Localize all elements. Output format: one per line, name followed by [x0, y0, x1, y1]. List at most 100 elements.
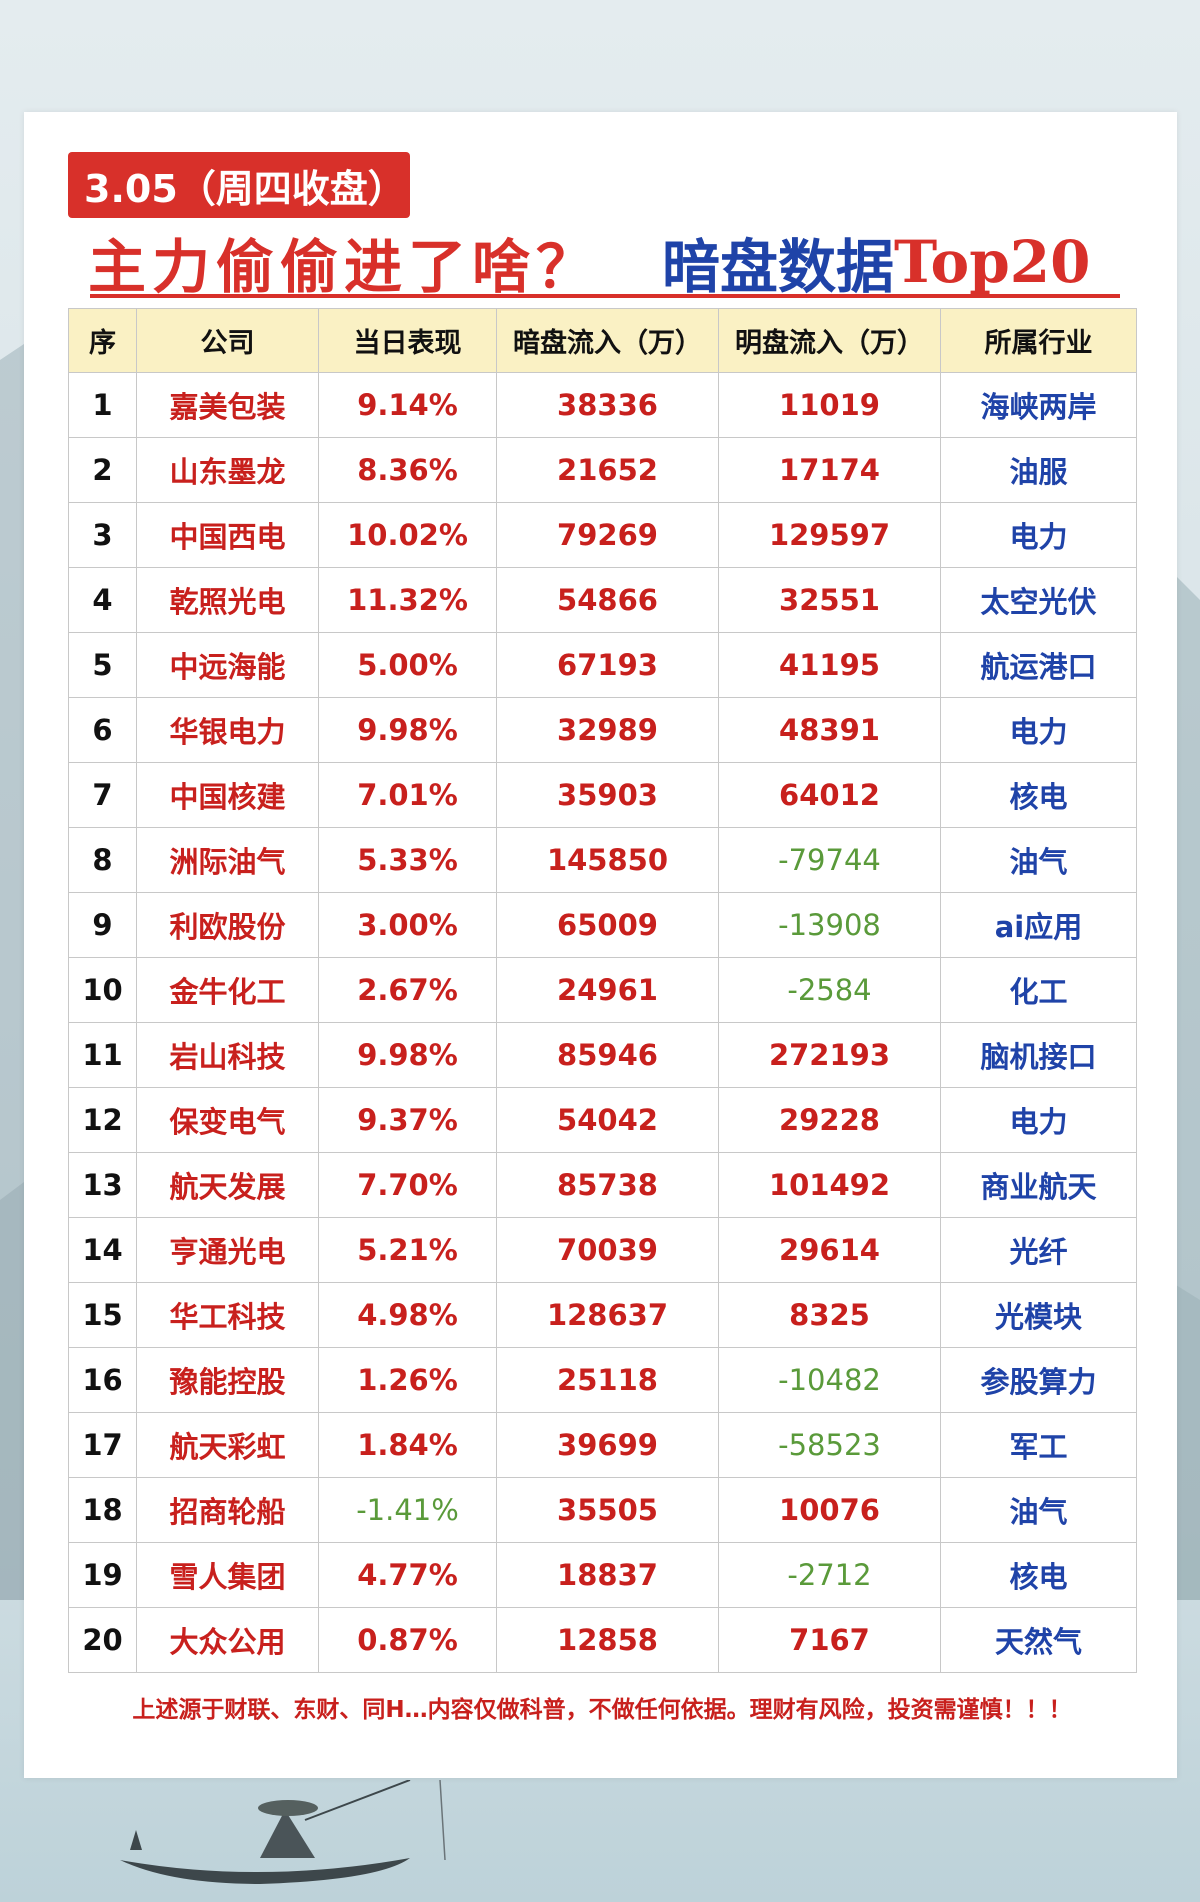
- row-industry: 参股算力: [940, 1347, 1137, 1413]
- row-company: 保变电气: [136, 1087, 319, 1153]
- row-industry: ai应用: [940, 892, 1137, 958]
- headline: 主力偷偷进了啥？ 暗盘数据 Top20: [88, 226, 1123, 301]
- row-index: 15: [68, 1282, 137, 1348]
- row-company: 华银电力: [136, 697, 319, 763]
- row-performance: 11.32%: [318, 567, 497, 633]
- row-index: 4: [68, 567, 137, 633]
- row-company: 招商轮船: [136, 1477, 319, 1543]
- row-industry: 太空光伏: [940, 567, 1137, 633]
- row-performance: 9.37%: [318, 1087, 497, 1153]
- row-lit-inflow: -13908: [718, 892, 941, 958]
- header-dark-inflow: 暗盘流入（万）: [496, 308, 719, 373]
- row-industry: 油气: [940, 1477, 1137, 1543]
- header-company: 公司: [136, 308, 319, 373]
- row-industry: 核电: [940, 762, 1137, 828]
- headline-underline: [90, 294, 1120, 298]
- row-lit-inflow: -2584: [718, 957, 941, 1023]
- row-industry: 脑机接口: [940, 1022, 1137, 1088]
- row-performance: 8.36%: [318, 437, 497, 503]
- table-row: 5 中远海能 5.00% 67193 41195 航运港口: [68, 632, 1137, 698]
- row-company: 金牛化工: [136, 957, 319, 1023]
- row-index: 11: [68, 1022, 137, 1088]
- table-row: 13 航天发展 7.70% 85738 101492 商业航天: [68, 1152, 1137, 1218]
- table-row: 16 豫能控股 1.26% 25118 -10482 参股算力: [68, 1347, 1137, 1413]
- headline-part1: 主力偷偷进了啥？: [88, 233, 601, 301]
- row-performance: 1.26%: [318, 1347, 497, 1413]
- row-industry: 核电: [940, 1542, 1137, 1608]
- headline-part2: 暗盘数据: [662, 233, 895, 301]
- row-company: 中国核建: [136, 762, 319, 828]
- header-lit-inflow: 明盘流入（万）: [718, 308, 941, 373]
- row-company: 嘉美包装: [136, 372, 319, 438]
- row-performance: 2.67%: [318, 957, 497, 1023]
- row-dark-inflow: 85946: [496, 1022, 719, 1088]
- row-industry: 电力: [940, 697, 1137, 763]
- table-row: 3 中国西电 10.02% 79269 129597 电力: [68, 502, 1137, 568]
- row-index: 20: [68, 1607, 137, 1673]
- row-dark-inflow: 35903: [496, 762, 719, 828]
- row-index: 9: [68, 892, 137, 958]
- row-index: 18: [68, 1477, 137, 1543]
- row-performance: 4.77%: [318, 1542, 497, 1608]
- row-dark-inflow: 65009: [496, 892, 719, 958]
- row-index: 6: [68, 697, 137, 763]
- row-dark-inflow: 85738: [496, 1152, 719, 1218]
- row-lit-inflow: -58523: [718, 1412, 941, 1478]
- row-lit-inflow: 64012: [718, 762, 941, 828]
- row-index: 13: [68, 1152, 137, 1218]
- header-index: 序: [68, 308, 137, 373]
- table-row: 14 亨通光电 5.21% 70039 29614 光纤: [68, 1217, 1137, 1283]
- row-index: 5: [68, 632, 137, 698]
- row-company: 利欧股份: [136, 892, 319, 958]
- row-industry: 光纤: [940, 1217, 1137, 1283]
- row-performance: 5.21%: [318, 1217, 497, 1283]
- row-lit-inflow: 8325: [718, 1282, 941, 1348]
- row-company: 雪人集团: [136, 1542, 319, 1608]
- row-dark-inflow: 32989: [496, 697, 719, 763]
- row-lit-inflow: 272193: [718, 1022, 941, 1088]
- table-row: 20 大众公用 0.87% 12858 7167 天然气: [68, 1607, 1137, 1673]
- row-dark-inflow: 79269: [496, 502, 719, 568]
- row-company: 中远海能: [136, 632, 319, 698]
- row-company: 亨通光电: [136, 1217, 319, 1283]
- row-index: 19: [68, 1542, 137, 1608]
- row-dark-inflow: 54042: [496, 1087, 719, 1153]
- row-index: 17: [68, 1412, 137, 1478]
- row-dark-inflow: 38336: [496, 372, 719, 438]
- date-badge: 3.05（周四收盘）: [68, 152, 410, 218]
- row-company: 豫能控股: [136, 1347, 319, 1413]
- headline-part3: Top20: [894, 228, 1091, 296]
- row-lit-inflow: 7167: [718, 1607, 941, 1673]
- row-industry: 航运港口: [940, 632, 1137, 698]
- row-lit-inflow: -2712: [718, 1542, 941, 1608]
- row-index: 1: [68, 372, 137, 438]
- row-lit-inflow: 101492: [718, 1152, 941, 1218]
- row-index: 10: [68, 957, 137, 1023]
- row-performance: -1.41%: [318, 1477, 497, 1543]
- header-performance: 当日表现: [318, 308, 497, 373]
- row-industry: 电力: [940, 1087, 1137, 1153]
- row-index: 16: [68, 1347, 137, 1413]
- row-industry: 商业航天: [940, 1152, 1137, 1218]
- row-dark-inflow: 35505: [496, 1477, 719, 1543]
- table-body: 1 嘉美包装 9.14% 38336 11019 海峡两岸 2 山东墨龙 8.36% 21652 1…: [68, 372, 1137, 1673]
- row-lit-inflow: 10076: [718, 1477, 941, 1543]
- row-performance: 4.98%: [318, 1282, 497, 1348]
- table-row: 4 乾照光电 11.32% 54866 32551 太空光伏: [68, 567, 1137, 633]
- disclaimer: 上述源于财联、东财、同H…内容仅做科普，不做任何依据。理财有风险，投资需谨慎！！…: [132, 1697, 1072, 1723]
- row-performance: 9.14%: [318, 372, 497, 438]
- row-dark-inflow: 18837: [496, 1542, 719, 1608]
- row-performance: 9.98%: [318, 1022, 497, 1088]
- table-header-row: 序 公司 当日表现 暗盘流入（万） 明盘流入（万） 所属行业: [68, 308, 1137, 373]
- row-lit-inflow: 129597: [718, 502, 941, 568]
- row-index: 8: [68, 827, 137, 893]
- row-performance: 0.87%: [318, 1607, 497, 1673]
- dark-pool-table: 序 公司 当日表现 暗盘流入（万） 明盘流入（万） 所属行业 1 嘉美包装 9.14…: [68, 308, 1137, 1673]
- row-dark-inflow: 70039: [496, 1217, 719, 1283]
- row-dark-inflow: 128637: [496, 1282, 719, 1348]
- row-lit-inflow: 48391: [718, 697, 941, 763]
- table-row: 8 洲际油气 5.33% 145850 -79744 油气: [68, 827, 1137, 893]
- row-company: 乾照光电: [136, 567, 319, 633]
- row-dark-inflow: 54866: [496, 567, 719, 633]
- date-badge-label: 3.05（周四收盘）: [84, 166, 406, 211]
